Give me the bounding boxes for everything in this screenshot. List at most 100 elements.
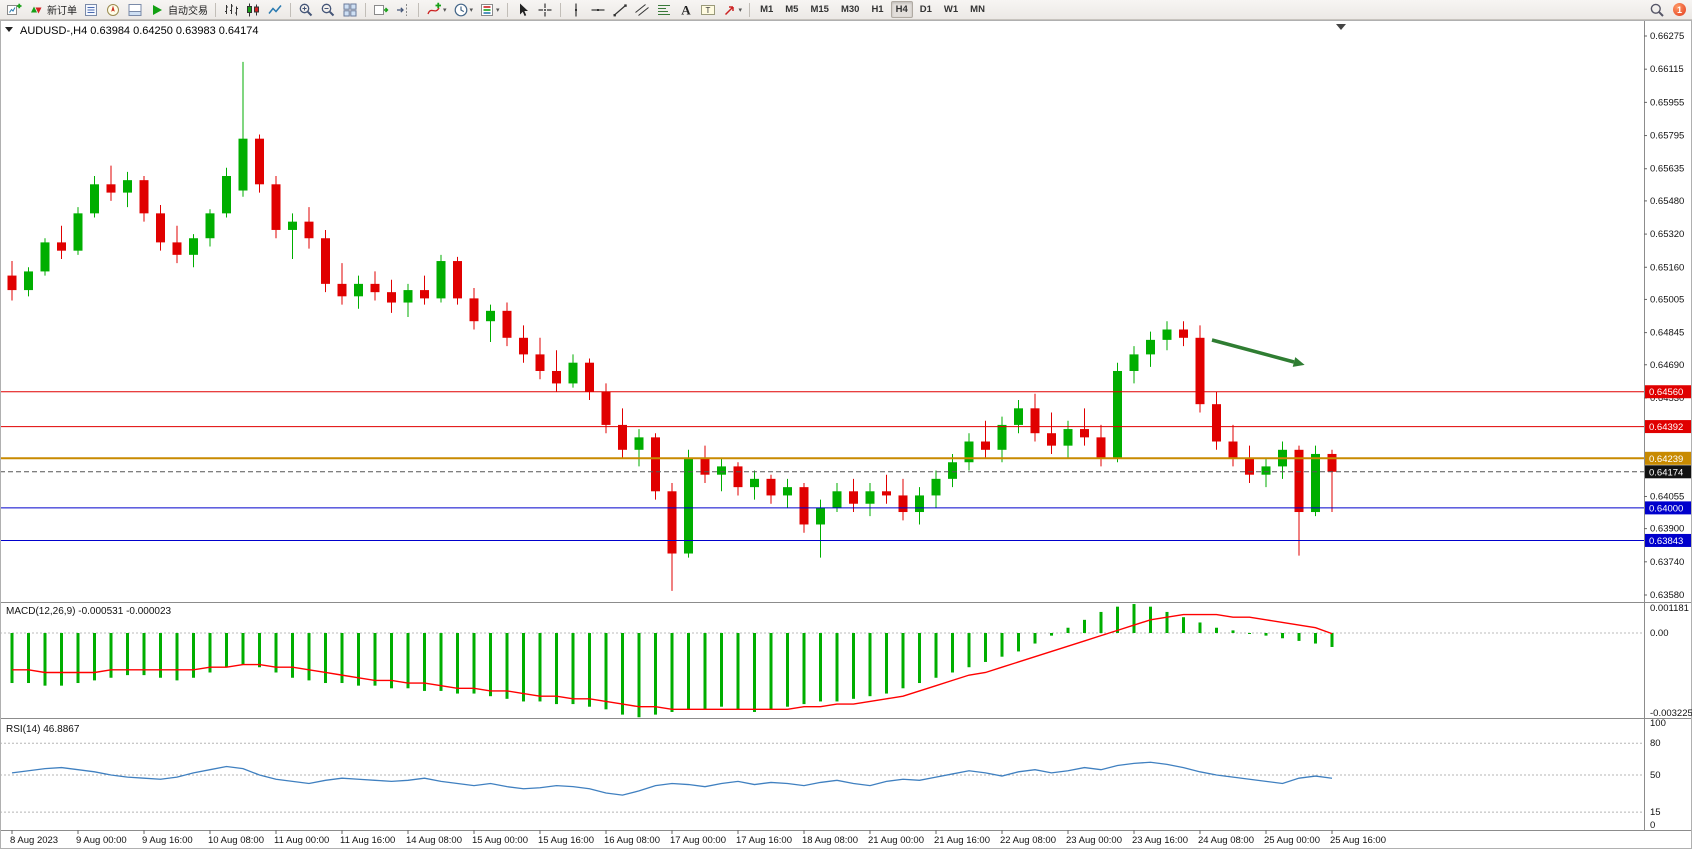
time-axis-label: 11 Aug 00:00	[274, 835, 329, 846]
candle	[1245, 445, 1254, 483]
time-axis-label: 11 Aug 16:00	[340, 835, 395, 846]
candle	[601, 383, 611, 434]
market-watch-button[interactable]	[80, 0, 102, 20]
line-chart-button[interactable]	[264, 0, 286, 20]
chart-area[interactable]: 0.66275 0.66115 0.65955 0.65795 0.65635 0.654…	[0, 20, 1692, 849]
candle	[255, 134, 264, 193]
search-button[interactable]	[1646, 0, 1668, 20]
text-button[interactable]: A	[675, 0, 697, 20]
svg-text:0.64392: 0.64392	[1649, 422, 1683, 433]
arrows-button[interactable]: ▾	[719, 0, 746, 20]
toolbar-buttons: 新订单 自动交易 ▾ ▾ ▾ A T ▾ M1 M5 M15 M30 H1 H4 D1 W1 MN	[3, 0, 991, 20]
candle	[453, 256, 462, 305]
chart-shift-icon	[397, 3, 407, 16]
macd-axis-label: 0.001181	[1650, 603, 1689, 614]
svg-text:0.64560: 0.64560	[1649, 387, 1683, 398]
time-axis-label: 17 Aug 16:00	[736, 835, 792, 846]
indicators-button[interactable]: ▾	[423, 0, 450, 20]
price-axis-label: 0.66275	[1650, 31, 1684, 42]
caret-down-icon: ▾	[469, 6, 474, 14]
trend-arrow-head	[1292, 357, 1305, 367]
label-button[interactable]: T	[697, 0, 719, 20]
candle	[1096, 424, 1106, 467]
zoom-in-button[interactable]	[295, 0, 317, 20]
chart-symbol-dropdown-icon[interactable]	[5, 27, 13, 32]
price-axis[interactable]: 0.66275 0.66115 0.65955 0.65795 0.65635 0.654…	[1644, 31, 1684, 601]
zoom-out-button[interactable]	[317, 0, 339, 20]
price-axis-label: 0.65005	[1650, 294, 1684, 305]
autotrade-button[interactable]: 自动交易	[146, 0, 211, 20]
terminal-icon	[128, 3, 142, 16]
candle	[238, 61, 248, 197]
candle	[1278, 441, 1287, 479]
navigator-icon	[107, 3, 119, 16]
rsi-axis-label: 100	[1650, 718, 1666, 729]
svg-text:A: A	[681, 2, 691, 17]
text-label-icon: T	[700, 4, 715, 15]
tile-windows-button[interactable]	[339, 0, 361, 20]
chart-shift-marker[interactable]	[1336, 24, 1346, 30]
timeframe-H4[interactable]: H4	[890, 1, 913, 18]
timeframe-M1[interactable]: M1	[760, 4, 774, 15]
cursor-button[interactable]	[512, 0, 534, 20]
candle	[1327, 449, 1337, 513]
new-chart-button[interactable]	[3, 0, 25, 20]
candle	[568, 354, 578, 388]
navigator-button[interactable]	[102, 0, 124, 20]
time-axis-label: 10 Aug 08:00	[208, 835, 264, 846]
candle	[1195, 325, 1205, 413]
chart-shift-button[interactable]	[392, 0, 414, 20]
trend-arrow-annotation[interactable]	[1211, 338, 1295, 364]
timeframe-M30[interactable]: M30	[840, 4, 860, 15]
price-tag-0.64239: 0.64239	[1645, 451, 1691, 465]
templates-button[interactable]: ▾	[476, 0, 503, 20]
candle	[1228, 424, 1238, 467]
toolbar-separator	[290, 2, 291, 17]
time-axis[interactable]: 8 Aug 2023 9 Aug 00:00 9 Aug 16:00 10 Aug 0…	[10, 830, 1386, 846]
timeframe-W1[interactable]: W1	[943, 4, 959, 15]
arrows-tool-icon	[724, 5, 734, 15]
candle	[123, 171, 132, 208]
timeframe-H1[interactable]: H1	[871, 4, 884, 15]
timeframe-D1[interactable]: D1	[919, 4, 932, 15]
candle	[1311, 445, 1320, 517]
candle	[898, 478, 908, 521]
candle	[1047, 412, 1056, 454]
candle	[73, 207, 83, 255]
price-axis-label: 0.65635	[1650, 164, 1684, 175]
candle	[420, 275, 429, 305]
auto-scroll-button[interactable]	[370, 0, 392, 20]
notification-badge[interactable]: 1	[1673, 3, 1686, 16]
new-order-button[interactable]: 新订单	[25, 0, 80, 20]
templates-icon	[481, 3, 494, 16]
candle	[321, 229, 330, 293]
fibonacci-button[interactable]	[653, 0, 675, 20]
toolbar-separator	[559, 2, 561, 17]
channel-icon	[634, 3, 649, 16]
candle	[403, 283, 413, 318]
crosshair-button[interactable]	[534, 0, 556, 20]
toolbar-separator	[749, 2, 751, 17]
periods-button[interactable]: ▾	[450, 0, 477, 20]
trendline-button[interactable]	[609, 0, 631, 20]
channel-button[interactable]	[631, 0, 653, 20]
time-axis-label: 18 Aug 08:00	[802, 835, 858, 846]
bar-chart-button[interactable]	[220, 0, 242, 20]
rsi-axis-label: 80	[1650, 738, 1661, 749]
candlestick-series	[7, 61, 1337, 591]
price-axis-label: 0.63900	[1650, 524, 1684, 535]
candle	[750, 470, 759, 500]
autotrade-button-label: 自动交易	[168, 6, 208, 17]
candlestick-chart-button[interactable]	[242, 0, 264, 20]
price-axis-label: 0.66115	[1650, 64, 1684, 75]
timeframe-M15[interactable]: M15	[810, 4, 829, 15]
terminal-button[interactable]	[124, 0, 146, 20]
vertical-line-button[interactable]	[565, 0, 587, 20]
timeframe-MN[interactable]: MN	[970, 4, 985, 15]
horizontal-line-button[interactable]	[587, 0, 609, 20]
toolbar-separator	[506, 2, 508, 17]
hline-icon	[591, 8, 605, 11]
candle	[469, 288, 479, 330]
time-axis-label: 25 Aug 00:00	[1264, 835, 1320, 846]
timeframe-M5[interactable]: M5	[785, 4, 799, 15]
